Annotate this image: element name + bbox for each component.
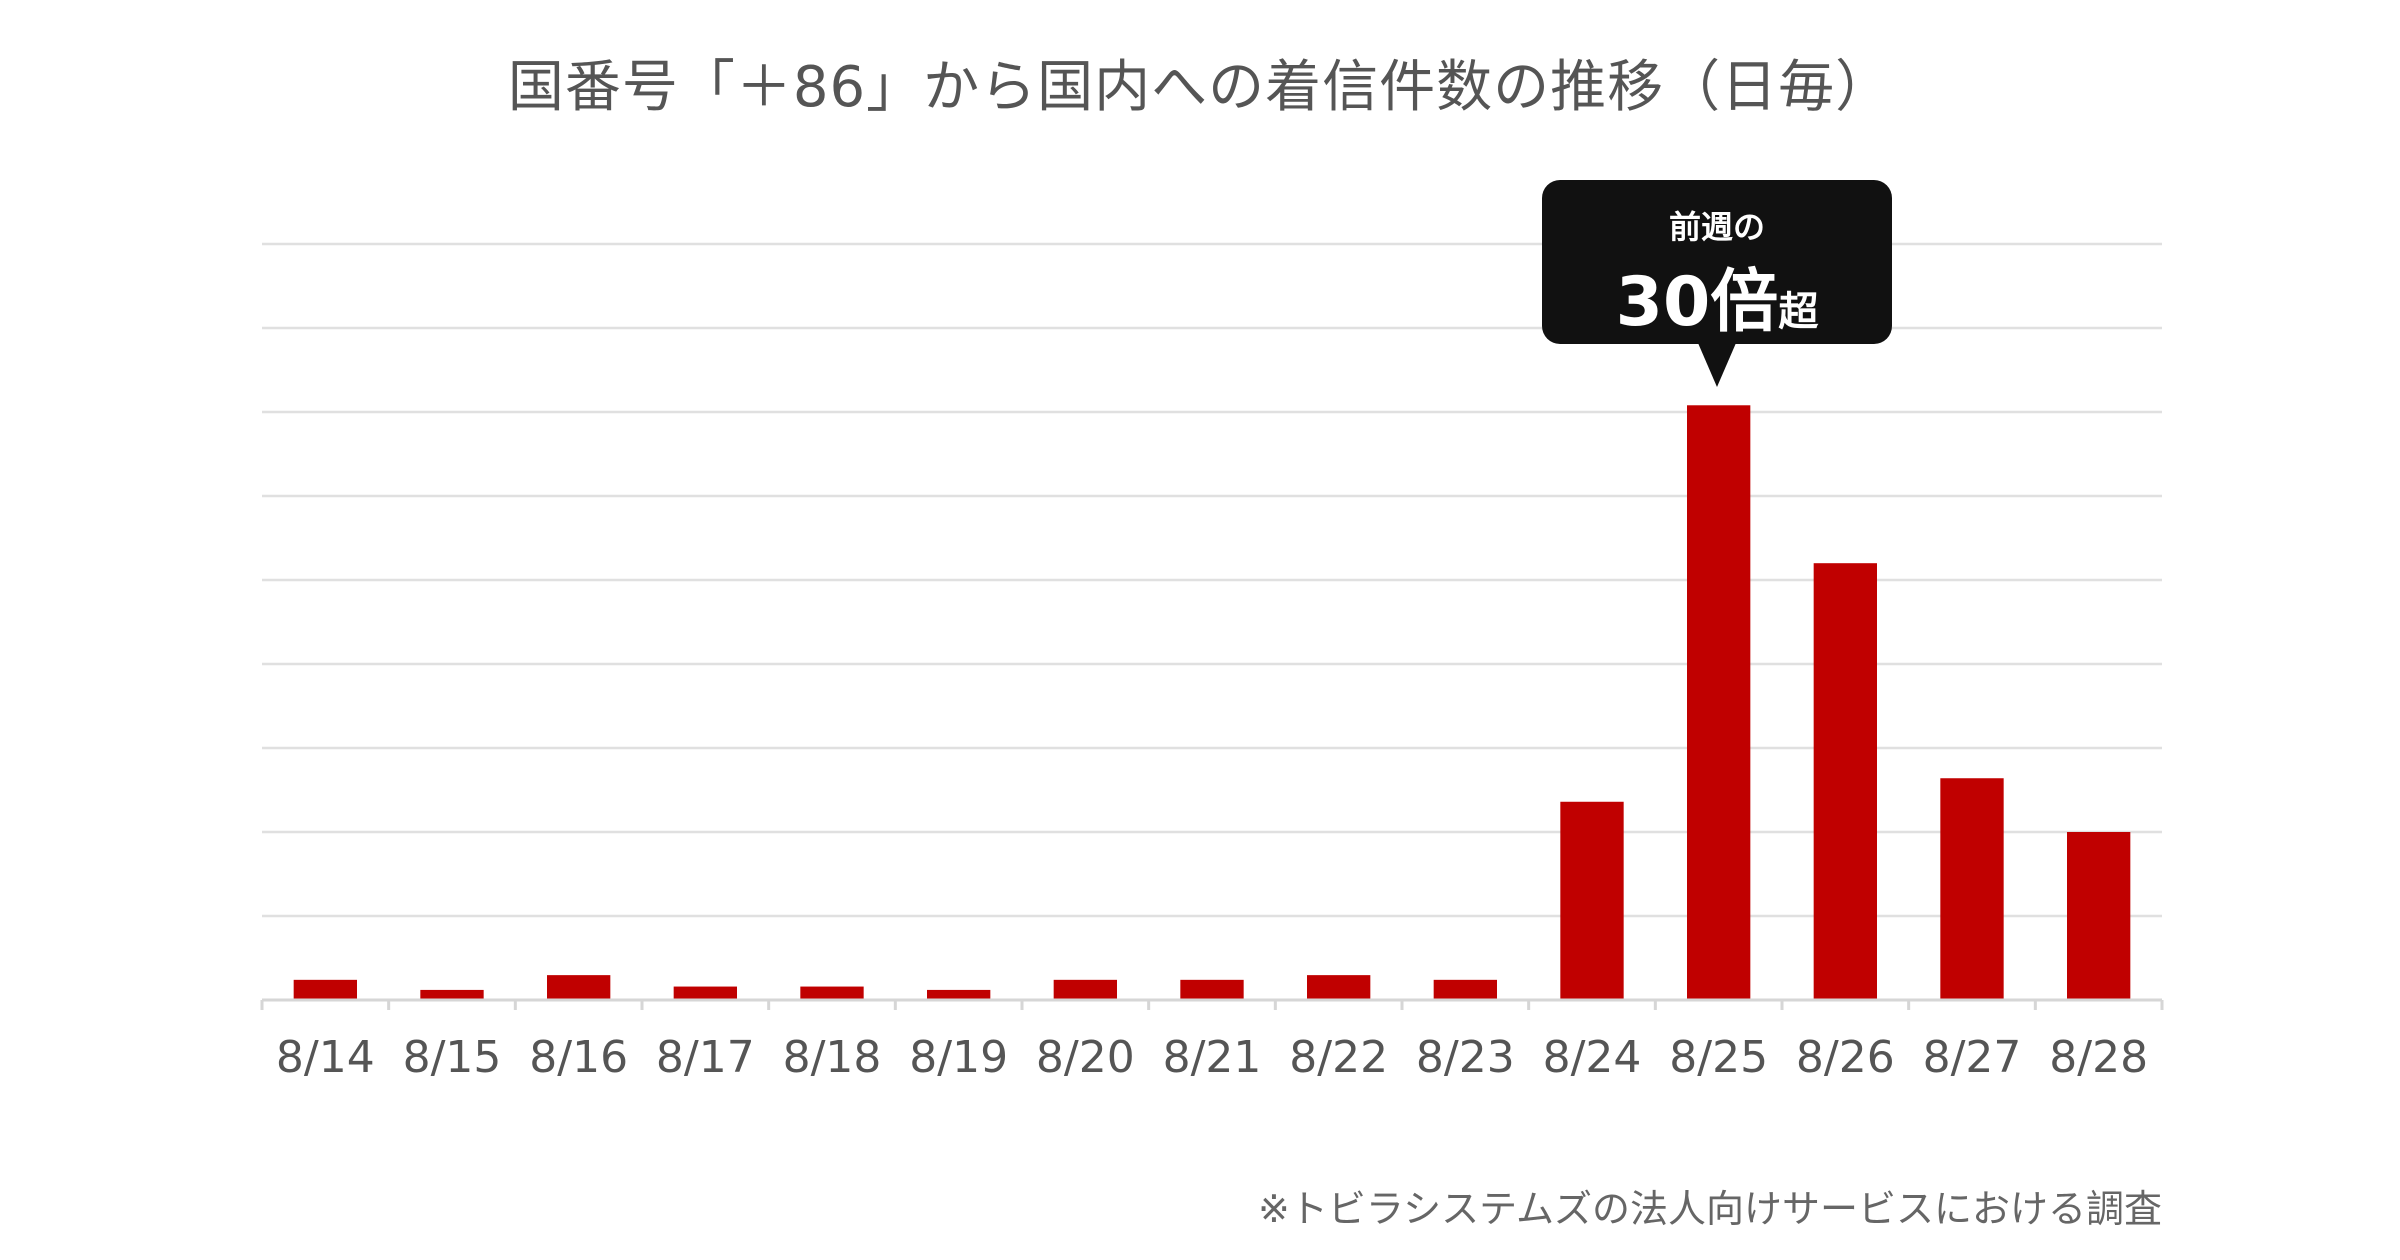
x-tick-label: 8/27 — [1923, 1032, 2022, 1083]
bar-8-22 — [1307, 975, 1371, 1000]
bar-8-26 — [1813, 563, 1877, 1000]
annotation-small-text: 超 — [1778, 289, 1819, 335]
x-tick-label: 8/21 — [1163, 1032, 1262, 1083]
x-tick-label: 8/15 — [403, 1032, 502, 1083]
gridlines — [262, 242, 2162, 918]
bar-8-17 — [673, 986, 737, 1000]
x-tick-label: 8/25 — [1669, 1032, 1768, 1083]
bar-8-20 — [1053, 979, 1117, 1000]
annotation-line2: 30倍超 — [1542, 246, 1892, 345]
bar-8-18 — [800, 986, 864, 1000]
x-axis: 8/14 8/15 8/16 8/17 8/18 8/19 8/20 8/21 8/22 8/23… — [260, 998, 2164, 1083]
x-tick-label: 8/28 — [2049, 1032, 2148, 1083]
bar-8-28 — [2067, 832, 2131, 1000]
x-tick-label: 8/19 — [909, 1032, 1008, 1083]
x-tick-label: 8/18 — [783, 1032, 882, 1083]
bars — [293, 405, 2131, 1000]
x-tick-label: 8/24 — [1543, 1032, 1642, 1083]
bar-8-24 — [1560, 801, 1624, 1000]
annotation-big-text: 30倍 — [1615, 263, 1779, 342]
bar-8-25 — [1687, 405, 1751, 1000]
x-tick-label: 8/14 — [276, 1032, 375, 1083]
x-tick-label: 8/20 — [1036, 1032, 1135, 1083]
bar-8-27 — [1940, 778, 2004, 1000]
annotation-line1: 前週の — [1668, 208, 1765, 246]
bar-8-21 — [1180, 979, 1244, 1000]
bar-8-23 — [1433, 979, 1497, 1000]
chart-title: 国番号「＋86」から国内への着信件数の推移（日毎） — [507, 55, 1893, 120]
bar-8-15 — [420, 989, 484, 1000]
annotation-pointer — [1698, 343, 1736, 387]
bar-8-16 — [547, 975, 611, 1000]
x-tick-label: 8/23 — [1416, 1032, 1515, 1083]
bar-8-14 — [293, 979, 357, 1000]
x-tick-label: 8/22 — [1289, 1032, 1388, 1083]
bar-8-19 — [927, 989, 991, 1000]
annotation-callout: 前週の 30倍超 — [1542, 180, 1892, 344]
x-tick-label: 8/17 — [656, 1032, 755, 1083]
source-footnote: ※トビラシステムズの法人向けサービスにおける調査 — [1258, 1187, 2162, 1231]
x-tick-label: 8/16 — [529, 1032, 628, 1083]
x-tick-label: 8/26 — [1796, 1032, 1895, 1083]
